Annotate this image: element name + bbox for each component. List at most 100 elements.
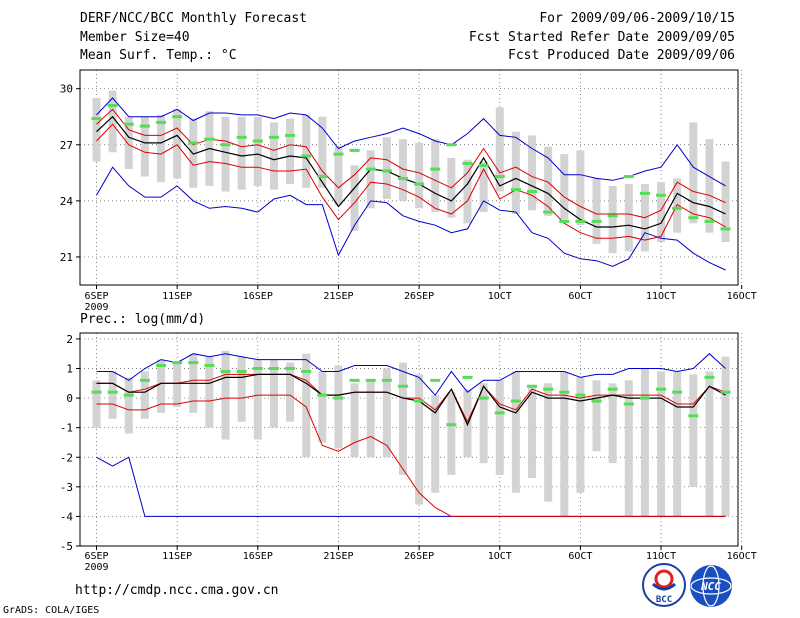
max-line [96,97,726,187]
ensemble-box [689,122,698,224]
median-mark [252,367,263,370]
median-mark [527,384,538,388]
median-mark [639,396,650,400]
ensemble-box [140,116,149,177]
median-mark [349,148,360,152]
y-tick-label: 0 [66,392,73,405]
x-tick-label: 11SEP [162,291,192,302]
ensemble-box [689,374,698,487]
min-line [96,166,726,271]
ensemble-box [447,392,456,475]
ensemble-box [592,178,601,244]
x-tick-label: 21SEP [323,551,353,562]
ensemble-box [302,353,311,458]
variable-label: Mean Surf. Temp.: °C [80,48,237,63]
x-tick-label: 16SEP [243,551,273,562]
ensemble-box [608,383,617,464]
median-mark [365,378,376,382]
ensemble-box [624,184,633,252]
ensemble-box [286,362,295,422]
median-mark [220,369,231,373]
median-mark [156,120,167,124]
median-mark [462,161,473,165]
ensemble-box [495,380,504,475]
median-mark [559,219,570,223]
median-mark [123,393,134,397]
ensemble-box [463,159,472,224]
max-line [96,353,726,396]
ensemble-box [592,380,601,452]
ensemble-box [253,359,262,440]
mean-plus-sd-line [96,108,726,219]
ensemble-box [528,386,537,478]
ensemble-box [269,359,278,428]
x-tick-label: 26SEP [404,291,434,302]
median-mark [510,188,521,192]
median-mark [349,378,360,382]
median-mark [543,387,554,391]
y-tick-label: 21 [60,251,73,264]
ensemble-box [269,122,278,190]
x-tick-label: 16OCT [727,551,757,562]
median-mark [623,175,634,179]
ensemble-box [721,356,730,517]
ensemble-box [705,139,714,233]
ensemble-box [173,109,182,179]
median-mark [720,390,731,394]
median-mark [575,393,586,397]
median-mark [414,399,425,403]
ensemble-box [382,368,391,458]
median-mark [333,396,344,400]
plot-frame [79,332,739,547]
median-mark [204,364,215,368]
ensemble-box [221,350,230,440]
ensemble-box [318,371,327,443]
median-mark [478,163,489,167]
ensemble-box [576,377,585,493]
y-tick-label: -4 [60,510,74,523]
median-mark [285,367,296,370]
median-mark [139,124,150,128]
ncc-logo: NCC [690,565,732,607]
ensemble-box [302,114,311,188]
forecast-started: Fcst Started Refer Date 2009/09/05 [468,30,735,45]
ensemble-box [705,371,714,517]
median-mark [656,193,667,197]
median-mark [494,175,505,179]
ensemble-box [608,185,617,254]
median-mark [704,219,715,223]
ensemble-mean-line [96,115,726,230]
source-url[interactable]: http://cmdp.ncc.cma.gov.cn [75,583,279,598]
plot-frame [79,69,739,286]
ensemble-box [673,371,682,517]
median-mark [220,143,231,147]
ensemble-box [205,356,214,428]
ensemble-box [318,116,327,188]
x-tick-label: 21SEP [323,291,353,302]
ensemble-box [495,107,504,192]
chart-title: DERF/NCC/BCC Monthly Forecast [80,11,307,26]
x-tick-label: 6SEP [84,551,108,562]
median-mark [268,135,279,139]
x-tick-label: 11OCT [646,291,676,302]
ensemble-box [576,150,585,226]
ensemble-box [253,116,262,186]
median-mark [591,399,602,403]
median-mark [656,387,667,391]
median-mark [204,137,215,141]
ensemble-box [173,362,182,407]
x-tick-label: 6OCT [568,291,592,302]
ensemble-box [415,374,424,505]
y-tick-label: 30 [60,83,73,96]
ensemble-box [350,165,359,231]
ensemble-box [721,161,730,242]
forecast-produced: Fcst Produced Date 2009/09/06 [508,48,735,63]
median-mark [188,141,199,145]
median-mark [172,361,183,365]
x-tick-label: 16OCT [727,291,757,302]
forecast-period: For 2009/09/06-2009/10/15 [539,11,735,26]
grads-credit: GrADS: COLA/IGES [3,605,100,616]
median-mark [172,115,183,119]
median-mark [430,378,441,382]
ensemble-box [124,377,133,434]
